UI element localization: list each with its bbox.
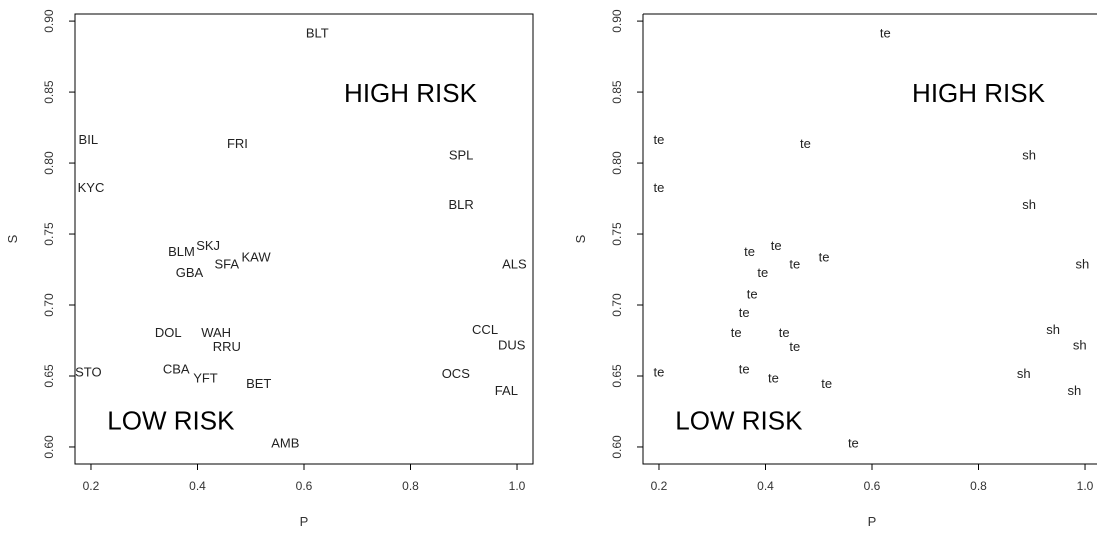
point-label-te: te: [819, 250, 830, 265]
point-label-te: te: [789, 257, 800, 272]
y-tick-label: 0.80: [610, 151, 624, 175]
y-tick-label: 0.75: [42, 222, 56, 246]
point-label-amb: AMB: [271, 436, 299, 451]
y-tick-label: 0.90: [42, 9, 56, 33]
point-label-te: te: [757, 265, 768, 280]
point-label-te: te: [779, 325, 790, 340]
point-label-te: te: [771, 238, 782, 253]
point-label-spl: SPL: [449, 147, 474, 162]
x-tick-label: 0.4: [189, 479, 206, 493]
y-tick-label: 0.75: [610, 222, 624, 246]
point-label-skj: SKJ: [196, 238, 220, 253]
point-label-kaw: KAW: [241, 250, 271, 265]
point-label-te: te: [731, 325, 742, 340]
y-tick-label: 0.70: [610, 293, 624, 317]
plot-axes: [642, 14, 1097, 465]
point-label-gba: GBA: [176, 265, 204, 280]
point-label-te: te: [654, 180, 665, 195]
y-axis-title: S: [573, 234, 588, 243]
point-label-te: te: [800, 136, 811, 151]
point-label-te: te: [739, 362, 750, 377]
y-axis-title: S: [5, 234, 20, 243]
point-label-ocs: OCS: [442, 366, 471, 381]
point-label-als: ALS: [502, 257, 527, 272]
y-tick-label: 0.90: [610, 9, 624, 33]
scatter-chart-groups: 0.2 0.4 0.6 0.8 1.0 0.60 0.65 0.70 0.75 0.80 0.85 0…: [573, 9, 1097, 529]
point-label-kyc: KYC: [78, 180, 105, 195]
point-label-bet: BET: [246, 376, 271, 391]
point-label-yft: YFT: [193, 370, 218, 385]
high-risk-label: HIGH RISK: [912, 78, 1046, 108]
point-label-te: te: [744, 244, 755, 259]
point-label-te: te: [821, 376, 832, 391]
low-risk-label: LOW RISK: [107, 406, 235, 436]
point-label-te: te: [654, 132, 665, 147]
point-label-blm: BLM: [168, 244, 195, 259]
y-tick-label: 0.65: [42, 364, 56, 388]
scatter-chart-species: 0.2 0.4 0.6 0.8 1.0 0.60 0.65 0.70 0.75 0.80 0.85 0…: [5, 9, 534, 529]
y-tick-label: 0.80: [42, 151, 56, 175]
point-label-sh: sh: [1068, 383, 1082, 398]
point-label-blt: BLT: [306, 25, 329, 40]
point-label-sfa: SFA: [214, 257, 239, 272]
y-tick-label: 0.85: [42, 80, 56, 104]
point-label-blr: BLR: [448, 197, 473, 212]
y-tick-label: 0.85: [610, 80, 624, 104]
point-label-te: te: [768, 370, 779, 385]
point-label-te: te: [747, 287, 758, 302]
point-label-bil: BIL: [79, 132, 99, 147]
x-axis-title: P: [300, 514, 309, 529]
x-tick-label: 0.2: [651, 479, 668, 493]
y-tick-label: 0.65: [610, 364, 624, 388]
x-tick-label: 0.2: [83, 479, 100, 493]
point-label-sh: sh: [1017, 366, 1031, 381]
point-label-te: te: [789, 339, 800, 354]
x-tick-label: 0.6: [296, 479, 313, 493]
point-label-rru: RRU: [213, 339, 241, 354]
point-label-sh: sh: [1046, 322, 1060, 337]
point-label-sto: STO: [75, 365, 102, 380]
point-label-te: te: [739, 305, 750, 320]
point-label-dus: DUS: [498, 338, 526, 353]
point-label-te: te: [654, 365, 665, 380]
x-tick-label: 0.8: [402, 479, 419, 493]
point-label-sh: sh: [1022, 147, 1036, 162]
y-tick-label: 0.60: [610, 435, 624, 459]
point-label-ccl: CCL: [472, 322, 498, 337]
point-label-sh: sh: [1073, 338, 1087, 353]
low-risk-label: LOW RISK: [675, 406, 803, 436]
point-label-sh: sh: [1022, 197, 1036, 212]
x-tick-label: 1.0: [1077, 479, 1094, 493]
point-label-wah: WAH: [201, 325, 231, 340]
point-label-dol: DOL: [155, 325, 182, 340]
high-risk-label: HIGH RISK: [344, 78, 478, 108]
point-label-fal: FAL: [495, 383, 518, 398]
point-label-te: te: [848, 436, 859, 451]
x-axis-title: P: [868, 514, 877, 529]
x-tick-label: 0.4: [757, 479, 774, 493]
y-tick-label: 0.60: [42, 435, 56, 459]
point-label-fri: FRI: [227, 136, 248, 151]
x-tick-label: 0.6: [864, 479, 881, 493]
y-tick-label: 0.70: [42, 293, 56, 317]
point-label-te: te: [880, 25, 891, 40]
point-label-sh: sh: [1075, 257, 1089, 272]
x-tick-label: 1.0: [509, 479, 526, 493]
x-tick-label: 0.8: [970, 479, 987, 493]
point-label-cba: CBA: [163, 362, 190, 377]
